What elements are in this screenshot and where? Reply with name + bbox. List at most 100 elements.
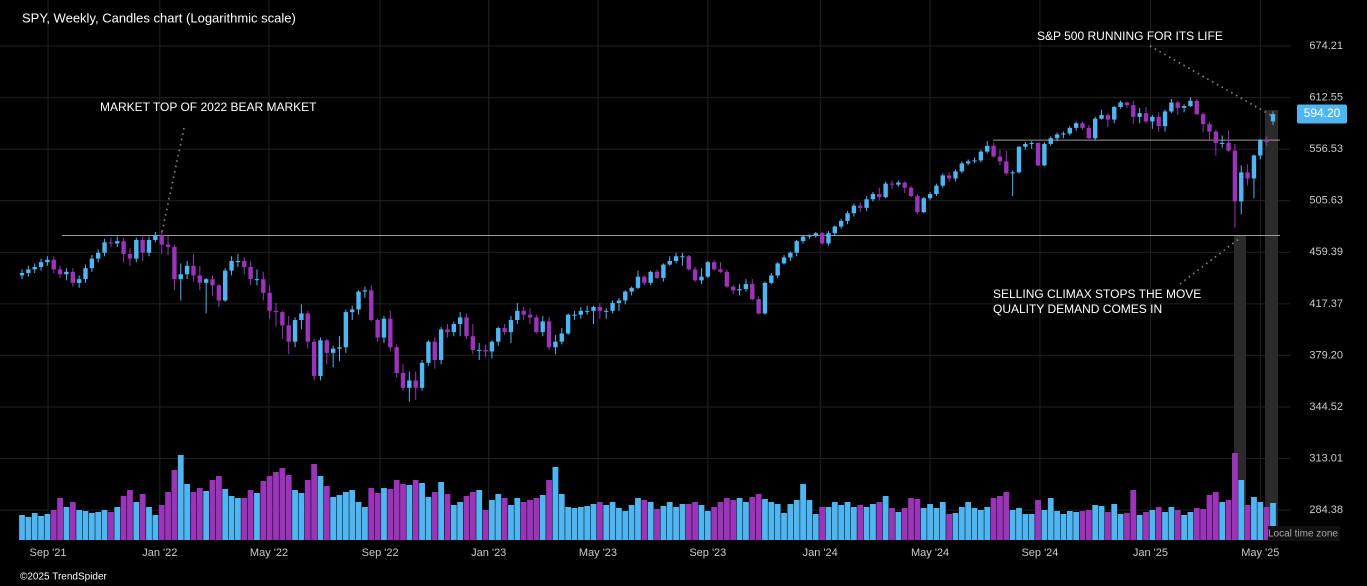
volume-bar <box>1263 507 1270 540</box>
candle-body <box>235 261 241 263</box>
candle-body <box>654 271 660 278</box>
candle-body <box>153 235 158 241</box>
candle-body <box>83 268 88 280</box>
volume-bar <box>565 507 572 540</box>
volume-bar <box>711 507 718 540</box>
candle-body <box>781 257 787 264</box>
candle-body <box>115 241 120 244</box>
volume-bar <box>844 502 851 540</box>
y-tick-label: 556.53 <box>1309 143 1343 155</box>
last-price-box <box>1297 104 1347 124</box>
volume-bar <box>95 512 102 540</box>
x-tick-label: Sep '21 <box>30 547 67 559</box>
candle-body <box>1029 142 1034 144</box>
volume-bar <box>1257 502 1264 540</box>
candle-body <box>445 329 450 333</box>
volume-bar <box>203 491 210 540</box>
volume-bar <box>463 496 470 540</box>
candle-body <box>1118 102 1123 107</box>
volume-bar <box>997 496 1003 540</box>
volume-bar <box>247 490 254 540</box>
volume-bar <box>743 502 749 540</box>
candle-body <box>1137 113 1142 117</box>
volume-bar <box>660 506 667 540</box>
candle-body <box>76 279 82 283</box>
volume-bar <box>603 505 610 540</box>
candle-body <box>965 161 971 164</box>
candle-body <box>426 341 431 363</box>
candle-body <box>775 263 780 276</box>
volume-bar <box>736 498 743 540</box>
x-tick-label: Jan '23 <box>471 547 506 559</box>
volume-bar <box>787 504 794 540</box>
volume-bar <box>850 507 857 540</box>
volume-bar <box>171 470 178 540</box>
candle-body <box>96 252 101 259</box>
candle-body <box>851 205 857 214</box>
volume-bar <box>82 511 89 540</box>
candle-body <box>832 226 838 234</box>
candle-body <box>1213 131 1219 143</box>
volume-bar <box>876 502 883 540</box>
candle-body <box>559 333 564 342</box>
volume-bar <box>1028 514 1035 540</box>
volume-bar <box>895 512 902 540</box>
volume-bar <box>990 498 997 540</box>
candle-body <box>1264 140 1269 142</box>
volume-bar <box>1104 512 1111 540</box>
volume-bar <box>1009 510 1016 540</box>
candle-body <box>546 321 552 348</box>
candle-body <box>413 380 418 388</box>
volume-bar <box>1047 498 1054 540</box>
candle-body <box>369 290 374 321</box>
volume-bar <box>508 505 514 540</box>
volume-bar <box>108 512 114 540</box>
volume-bar <box>1054 511 1060 540</box>
volume-bar <box>901 508 908 540</box>
candle-body <box>731 286 736 291</box>
candle-body <box>394 347 399 373</box>
volume-bar <box>304 480 311 540</box>
candle-body <box>1124 102 1130 106</box>
volume-bar <box>584 506 591 540</box>
candle-body <box>737 289 742 291</box>
candle-body <box>534 317 539 333</box>
volume-bar <box>1041 510 1048 540</box>
candle-body <box>1086 127 1092 139</box>
candle-body <box>108 242 114 244</box>
volume-bar <box>984 507 991 540</box>
x-tick-label: Sep '22 <box>362 547 399 559</box>
candle-body <box>191 265 196 276</box>
volume-bar <box>520 502 527 540</box>
candle-body <box>527 314 533 318</box>
y-tick-label: 612.55 <box>1309 92 1343 104</box>
volume-bar <box>235 498 241 540</box>
candle-body <box>864 199 869 208</box>
volume-bar <box>673 507 679 540</box>
volume-bar <box>381 488 387 540</box>
x-tick-label: May '25 <box>1241 547 1279 559</box>
volume-bar <box>101 510 108 540</box>
volume-bar <box>946 514 953 540</box>
volume-bar <box>1149 510 1156 540</box>
volume-bar <box>146 507 152 540</box>
candle-body <box>121 241 126 254</box>
volume-bar <box>1079 511 1086 540</box>
candle-body <box>915 196 920 213</box>
volume-bar <box>222 489 229 540</box>
candle-body <box>1245 172 1250 179</box>
volume-bar <box>527 500 533 540</box>
candle-body <box>216 285 222 301</box>
timezone-label: Local time zone <box>1268 529 1338 540</box>
candle-body <box>38 262 44 267</box>
candle-body <box>591 306 596 311</box>
volume-bar <box>1155 507 1162 540</box>
volume-bar <box>863 507 870 540</box>
candles-layer <box>19 97 1276 402</box>
candle-body <box>635 276 641 288</box>
volume-bar <box>330 497 337 540</box>
volume-bar <box>362 507 368 540</box>
annotation: SELLING CLIMAX STOPS THE MOVE <box>993 287 1201 301</box>
volume-bar <box>952 513 959 540</box>
volume-bar <box>209 480 216 540</box>
